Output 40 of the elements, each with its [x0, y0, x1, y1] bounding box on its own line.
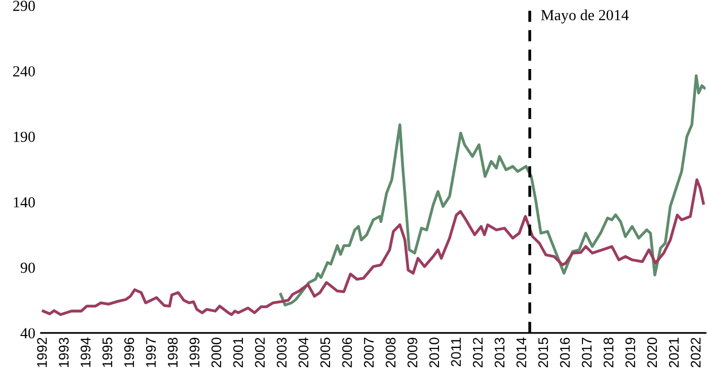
x-tick-label: 2012 — [472, 338, 483, 368]
x-tick-label: 2009 — [408, 338, 418, 368]
x-tick-label: 2018 — [604, 338, 614, 368]
x-tick-label: 2020 — [647, 338, 658, 368]
x-tick-label: 2000 — [211, 338, 222, 368]
x-tick-label: 2004 — [298, 338, 308, 368]
x-tick-label: 2015 — [538, 338, 548, 368]
x-tick-label: 2006 — [342, 338, 352, 368]
x-tick-label: 1992 — [37, 338, 47, 367]
x-tick-label: 2021 — [668, 338, 679, 368]
x-tick-label: 1997 — [146, 338, 156, 367]
y-tick-label: 290 — [13, 0, 35, 12]
x-tick-label: 2019 — [625, 338, 636, 368]
x-tick-label: 2002 — [254, 338, 265, 368]
x-tick-label: 2007 — [364, 338, 374, 368]
x-tick-label: 2022 — [690, 338, 701, 368]
x-tick-label: 2003 — [276, 338, 287, 368]
x-tick-label: 2013 — [494, 338, 504, 368]
x-tick-label: 2008 — [386, 338, 396, 368]
x-tick-label: 1996 — [124, 338, 134, 367]
y-tick-label: 140 — [14, 197, 35, 208]
y-tick-label: 40 — [20, 328, 35, 338]
x-tick-label: 1995 — [102, 338, 112, 367]
x-tick-label: 2014 — [516, 338, 526, 368]
x-tick-label: 2016 — [560, 338, 570, 368]
x-tick-label: 2011 — [451, 338, 461, 366]
line-series — [42, 178, 705, 316]
y-tick-label: 190 — [14, 132, 35, 142]
x-tick-label: 2005 — [320, 338, 330, 368]
y-tick-label: 240 — [13, 66, 35, 77]
x-tick-label: 2010 — [429, 338, 440, 368]
line-series — [279, 74, 706, 306]
x-tick-label: 1998 — [168, 338, 178, 367]
x-tick-label: 2001 — [233, 338, 244, 368]
x-tick-label: 1999 — [190, 338, 200, 367]
y-tick-label: 90 — [20, 262, 35, 273]
x-tick-label: 1994 — [80, 338, 90, 367]
x-tick-label: 1993 — [58, 338, 69, 367]
x-tick-label: 2017 — [582, 338, 592, 368]
ref-line-label: Mayo de 2014 — [541, 10, 629, 24]
